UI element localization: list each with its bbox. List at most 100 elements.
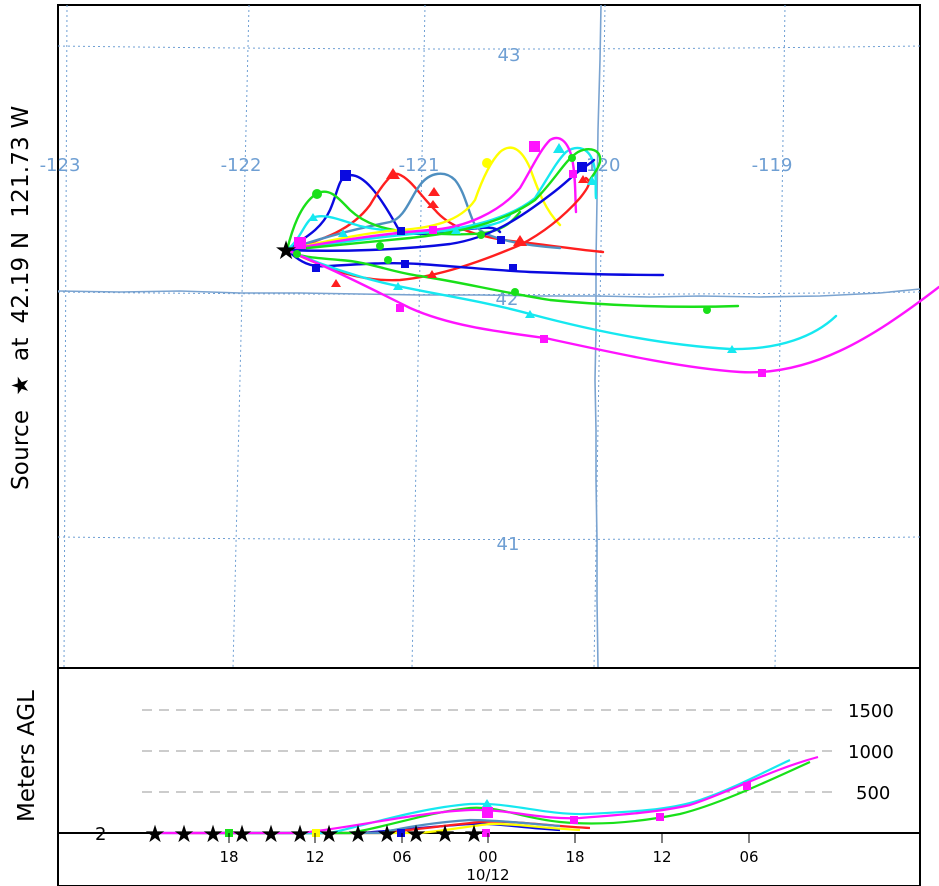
meridian-122 — [232, 4, 250, 669]
marker-cyan-triangle-8 — [727, 345, 737, 353]
star-icon: ★ — [318, 820, 340, 848]
star-icon: ★ — [144, 820, 166, 848]
star-icon: ★ — [260, 820, 282, 848]
oregon-california-border — [57, 288, 921, 298]
height-yellow — [300, 822, 581, 835]
level-label-500: 500 — [856, 783, 890, 804]
source-at-word: at — [8, 337, 34, 361]
trajectory-magenta-east — [285, 248, 939, 374]
meridian-120 — [593, 4, 606, 669]
marker-red-triangle-3 — [428, 187, 440, 196]
marker-yellow-circle — [482, 158, 492, 168]
parallel-41 — [57, 536, 921, 540]
time-label-18b: 18 — [565, 848, 584, 866]
height-green — [220, 760, 811, 835]
height-marker-magenta — [482, 807, 493, 818]
marker-magenta-square-7 — [758, 369, 766, 377]
california-nevada-border — [594, 296, 599, 669]
marker-green-circle-4 — [376, 242, 384, 250]
lat-label-43: 43 — [498, 45, 521, 66]
marker-red-triangle-4 — [427, 200, 439, 208]
trajectory-green-east — [285, 248, 740, 308]
trajectory-yellow-loop — [285, 146, 562, 252]
star-icon: ★ — [289, 820, 311, 848]
parallel-42 — [57, 291, 921, 295]
height-marker-magenta-3 — [656, 813, 664, 821]
state-borders — [57, 4, 921, 669]
time-label-12b: 12 — [652, 848, 671, 866]
source-word: Source — [8, 409, 34, 490]
graticule — [57, 4, 921, 669]
marker-red-triangle-5 — [513, 235, 527, 246]
star-icon: ★ — [376, 820, 398, 848]
marker-green-circle-8 — [703, 306, 711, 314]
marker-blue-square-7 — [509, 264, 517, 272]
marker-cyan-triangle-2 — [587, 176, 597, 185]
marker-red-triangle-7 — [427, 270, 437, 278]
marker-blue-square — [340, 170, 351, 181]
marker-green-circle-2 — [568, 154, 576, 162]
base-height-label: 2 — [95, 824, 106, 845]
lon-label-121: -121 — [399, 155, 440, 176]
trajectory-cyan-loop-2 — [285, 146, 598, 252]
source-latitude: 42.19 N — [8, 231, 34, 324]
oregon-idaho-border-north — [595, 4, 602, 296]
height-panel: 1500 1000 500 2 ★ — [57, 667, 921, 886]
marker-green-circle — [312, 189, 322, 199]
marker-blue-square-3 — [397, 227, 405, 235]
height-axis-label: Meters AGL — [14, 690, 40, 822]
height-cyan — [200, 759, 791, 835]
marker-blue-square-4 — [497, 236, 505, 244]
marker-cyan-triangle-5 — [338, 229, 348, 237]
marker-magenta-square-2 — [569, 170, 577, 178]
marker-red-triangle — [386, 168, 400, 179]
star-icon: ★ — [463, 820, 485, 848]
star-icon: ★ — [347, 820, 369, 848]
time-label-06b: 06 — [739, 848, 758, 866]
time-label-06: 06 — [392, 848, 411, 866]
marker-cyan-triangle-3 — [308, 213, 318, 221]
height-gridlines — [142, 709, 832, 793]
lon-label-119: -119 — [752, 155, 793, 176]
meridian-121 — [411, 4, 426, 669]
source-star-icon: ★ — [274, 236, 297, 266]
height-marker-magenta-5 — [482, 829, 490, 837]
meridian-123 — [63, 4, 68, 669]
height-marker-yellow — [312, 829, 320, 837]
height-marker-cyan — [482, 799, 492, 807]
marker-green-circle-6 — [384, 256, 392, 264]
marker-magenta-square-1 — [529, 141, 540, 152]
parallel-43 — [57, 45, 921, 50]
marker-green-circle-7 — [511, 288, 519, 296]
height-profiles — [150, 755, 819, 835]
time-axis — [228, 833, 750, 843]
height-frame — [57, 667, 921, 886]
marker-cyan-triangle-7 — [525, 310, 535, 318]
marker-cyan-triangle-6 — [393, 282, 403, 290]
meridian-119 — [774, 4, 786, 669]
marker-green-circle-3 — [477, 231, 485, 239]
time-label-00: 00 — [478, 848, 497, 866]
map-frame — [57, 4, 921, 669]
star-icon: ★ — [434, 820, 456, 848]
marker-red-triangle-6 — [331, 279, 341, 287]
trajectory-markers — [293, 141, 766, 377]
marker-magenta-square-4 — [294, 237, 306, 249]
height-marker-magenta-4 — [743, 782, 751, 790]
release-stars: ★ ★ ★ ★ ★ ★ ★ ★ ★ ★ ★ ★ — [144, 820, 485, 848]
marker-magenta-square-5 — [396, 304, 404, 312]
star-icon: ★ — [202, 820, 224, 848]
height-marker-magenta-2 — [570, 816, 578, 824]
date-label: 10/12 — [466, 866, 509, 884]
lon-label-123: -123 — [40, 155, 81, 176]
marker-green-circle-5 — [293, 250, 301, 258]
source-star-glyph: ★ — [8, 374, 34, 396]
lon-label-122: -122 — [221, 155, 262, 176]
marker-blue-square-5 — [312, 264, 320, 272]
star-icon: ★ — [405, 820, 427, 848]
star-icon: ★ — [231, 820, 253, 848]
time-label-12: 12 — [305, 848, 324, 866]
graticule-labels: -123 -122 -121 -120 -119 43 42 41 — [40, 45, 793, 555]
trajectory-cyan-east — [285, 248, 838, 351]
